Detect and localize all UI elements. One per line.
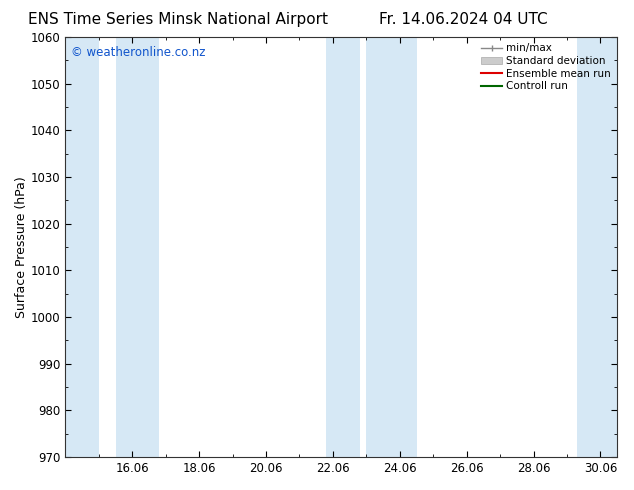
- Text: © weatheronline.co.nz: © weatheronline.co.nz: [71, 46, 205, 58]
- Legend: min/max, Standard deviation, Ensemble mean run, Controll run: min/max, Standard deviation, Ensemble me…: [477, 39, 615, 96]
- Bar: [65, 37, 99, 457]
- Bar: [577, 37, 618, 457]
- Bar: [115, 37, 159, 457]
- Text: ENS Time Series Minsk National Airport: ENS Time Series Minsk National Airport: [27, 12, 328, 27]
- Text: Fr. 14.06.2024 04 UTC: Fr. 14.06.2024 04 UTC: [378, 12, 547, 27]
- Y-axis label: Surface Pressure (hPa): Surface Pressure (hPa): [15, 176, 28, 318]
- Bar: [366, 37, 417, 457]
- Bar: [327, 37, 359, 457]
